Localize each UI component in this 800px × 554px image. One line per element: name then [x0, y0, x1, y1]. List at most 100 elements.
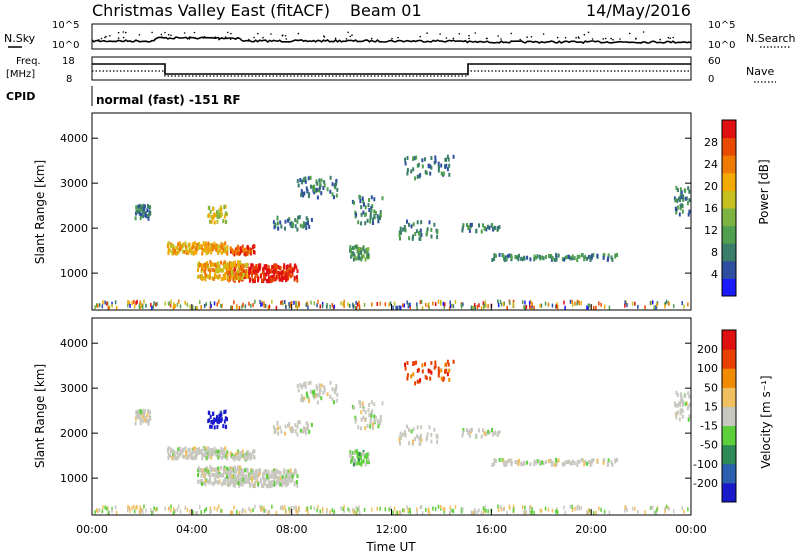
- velocity-cell: [227, 468, 230, 472]
- power-cell: [649, 301, 652, 305]
- power-cell: [276, 221, 279, 226]
- velocity-cell: [403, 430, 406, 434]
- velocity-cell: [335, 398, 338, 403]
- power-cell: [367, 252, 370, 257]
- power-cell: [430, 156, 433, 160]
- power-cell: [680, 203, 683, 208]
- velocity-cell: [478, 428, 480, 433]
- velocity-cell: [584, 459, 587, 464]
- power-cell: [355, 300, 357, 305]
- velocity-cell: [674, 411, 677, 416]
- figure-title: Christmas Valley East (fitACF): [92, 1, 330, 20]
- velocity-cell: [684, 394, 687, 399]
- velocity-cell: [392, 510, 394, 515]
- power-cell: [230, 261, 233, 266]
- velocity-cell: [308, 429, 311, 434]
- velocity-cell: [199, 467, 202, 472]
- velocity-cell: [220, 455, 223, 460]
- power-cell: [302, 221, 305, 226]
- power-cell: [524, 305, 526, 310]
- velocity-cell: [224, 409, 227, 414]
- nsearch-point: [519, 38, 521, 41]
- power-cell: [298, 303, 300, 308]
- power-cell: [209, 268, 212, 273]
- nsearch-point: [334, 37, 337, 40]
- velocity-cell: [137, 409, 140, 414]
- velocity-cell: [257, 482, 260, 487]
- velocity-cell: [143, 504, 145, 509]
- power-cell: [286, 264, 289, 269]
- power-cell: [253, 250, 256, 255]
- velocity-cell: [685, 401, 688, 406]
- velocity-cell: [664, 509, 666, 514]
- power-x-axis: [91, 304, 692, 310]
- power-cell: [371, 204, 374, 209]
- power-cell: [530, 300, 532, 305]
- velocity-cell: [255, 469, 258, 473]
- power-cell: [409, 302, 411, 307]
- power-cell: [656, 302, 658, 307]
- velocity-cell: [352, 457, 355, 462]
- velocity-cell: [224, 476, 227, 481]
- velocity-cell: [416, 368, 419, 373]
- velocity-cell: [146, 413, 149, 418]
- colorbar-tick-label: 200: [697, 343, 718, 356]
- velocity-cell: [253, 476, 256, 481]
- power-cell: [399, 236, 401, 241]
- nsearch-point: [224, 36, 227, 38]
- velocity-cell: [452, 359, 455, 364]
- velocity-cell: [438, 370, 440, 375]
- power-cell: [448, 306, 451, 311]
- power-cell: [215, 243, 218, 248]
- power-cell: [291, 272, 294, 277]
- power-cell: [305, 216, 308, 221]
- power-cell: [602, 255, 605, 260]
- nsearch-point: [526, 36, 528, 38]
- velocity-cell: [634, 506, 636, 511]
- velocity-cell: [317, 504, 319, 509]
- power-cell: [469, 222, 472, 227]
- velocity-data: [94, 359, 691, 516]
- velocity-cell: [211, 472, 214, 477]
- power-cell: [564, 255, 567, 260]
- velocity-cell: [213, 506, 216, 511]
- velocity-cell: [315, 384, 318, 389]
- power-cell: [414, 176, 417, 181]
- power-cell: [652, 300, 654, 305]
- power-cell: [226, 266, 229, 271]
- power-cell: [204, 277, 207, 282]
- power-cell: [208, 206, 211, 210]
- velocity-cell: [209, 465, 212, 470]
- velocity-cell: [215, 418, 217, 423]
- nsearch-point: [253, 36, 255, 39]
- power-cell: [189, 304, 191, 309]
- power-cell: [419, 228, 422, 233]
- velocity-cell: [688, 394, 691, 399]
- velocity-cell: [292, 427, 295, 432]
- velocity-cell: [406, 373, 409, 378]
- velocity-cell: [300, 397, 303, 402]
- velocity-cell: [288, 422, 291, 427]
- velocity-cell: [149, 416, 152, 421]
- velocity-cell: [129, 508, 131, 513]
- velocity-cell: [289, 468, 292, 473]
- velocity-cell: [216, 471, 219, 476]
- power-cell: [271, 299, 273, 304]
- power-cell: [440, 300, 442, 304]
- power-cell: [290, 267, 292, 271]
- velocity-cell: [425, 507, 427, 512]
- velocity-x-axis: 00:00 04:00 08:00 12:00 16:00 20:00 00:00: [76, 509, 707, 536]
- power-cell: [170, 244, 172, 249]
- power-cell: [137, 204, 140, 209]
- velocity-cell: [209, 478, 212, 483]
- velocity-cell: [228, 466, 231, 470]
- power-cell: [296, 305, 299, 310]
- velocity-cell: [684, 401, 687, 406]
- velocity-cell: [243, 474, 246, 479]
- velocity-cell: [217, 466, 220, 471]
- nsearch-point: [167, 33, 170, 36]
- velocity-cell: [557, 458, 560, 463]
- power-cell: [96, 303, 99, 308]
- power-cell: [252, 279, 255, 284]
